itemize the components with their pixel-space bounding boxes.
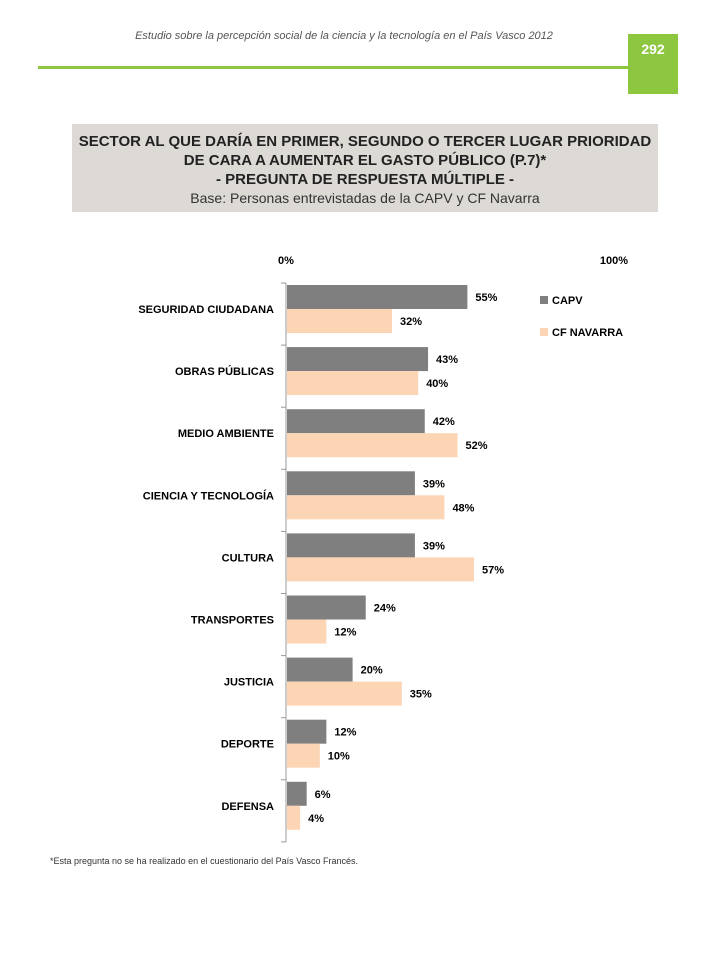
legend-label: CAPV: [552, 295, 583, 307]
footnote: *Esta pregunta no se ha realizado en el …: [50, 856, 359, 866]
bar-capv: [287, 409, 425, 434]
data-label: 12%: [334, 727, 356, 739]
axis-tick-label-0: 0%: [278, 255, 294, 267]
category-label: TRANSPORTES: [191, 615, 274, 627]
bar-cf-navarra: [287, 743, 320, 768]
bar-capv: [287, 719, 327, 744]
data-label: 42%: [433, 416, 455, 428]
data-label: 52%: [466, 440, 488, 452]
page-number-badge: 292: [628, 34, 678, 94]
data-label: 55%: [475, 292, 497, 304]
bar-capv: [287, 347, 429, 372]
data-label: 48%: [452, 502, 474, 514]
data-label: 24%: [374, 603, 396, 615]
bar-capv: [287, 471, 415, 496]
legend-label: CF NAVARRA: [552, 327, 623, 339]
bar-capv: [287, 533, 415, 558]
bar-cf-navarra: [287, 495, 445, 520]
chart-title-box: SECTOR AL QUE DARÍA EN PRIMER, SEGUNDO O…: [72, 124, 658, 212]
legend-swatch-cf-navarra: [540, 328, 548, 336]
data-label: 57%: [482, 564, 504, 576]
bar-cf-navarra: [287, 433, 458, 458]
bar-cf-navarra: [287, 681, 402, 706]
bar-cf-navarra: [287, 371, 419, 396]
data-label: 35%: [410, 689, 432, 701]
category-label: MEDIO AMBIENTE: [178, 428, 274, 440]
data-label: 6%: [315, 789, 331, 801]
data-label: 39%: [423, 540, 445, 552]
category-label: SEGURIDAD CIUDADANA: [138, 304, 274, 316]
data-label: 40%: [426, 378, 448, 390]
bar-capv: [287, 781, 307, 806]
bar-capv: [287, 657, 353, 682]
data-label: 43%: [436, 354, 458, 366]
legend-swatch-capv: [540, 296, 548, 304]
bar-cf-navarra: [287, 309, 392, 333]
category-label: CIENCIA Y TECNOLOGÍA: [143, 489, 274, 502]
title-line-3: - PREGUNTA DE RESPUESTA MÚLTIPLE -: [215, 171, 515, 188]
bar-cf-navarra: [287, 805, 301, 830]
data-label: 39%: [423, 478, 445, 490]
bar-cf-navarra: [287, 619, 327, 644]
data-label: 12%: [334, 627, 356, 639]
data-label: 20%: [361, 665, 383, 677]
category-label: OBRAS PÚBLICAS: [175, 365, 274, 378]
bar-cf-navarra: [287, 557, 474, 582]
data-label: 4%: [308, 813, 324, 825]
bar-capv: [287, 595, 366, 620]
category-label: DEFENSA: [221, 801, 274, 813]
data-label: 32%: [400, 316, 422, 328]
bar-capv: [287, 285, 468, 309]
axis-tick-label-100: 100%: [600, 255, 628, 267]
title-base: Base: Personas entrevistadas de la CAPV …: [190, 190, 540, 206]
header-divider: [38, 66, 628, 69]
category-label: DEPORTE: [221, 739, 274, 751]
document-header-title: Estudio sobre la percepción social de la…: [135, 30, 553, 42]
title-line-2: DE CARA A AUMENTAR EL GASTO PÚBLICO (P.7…: [183, 152, 547, 169]
category-label: CULTURA: [222, 552, 274, 564]
data-label: 10%: [328, 751, 350, 763]
category-label: JUSTICIA: [224, 677, 274, 689]
title-line-1: SECTOR AL QUE DARÍA EN PRIMER, SEGUNDO O…: [78, 133, 652, 150]
